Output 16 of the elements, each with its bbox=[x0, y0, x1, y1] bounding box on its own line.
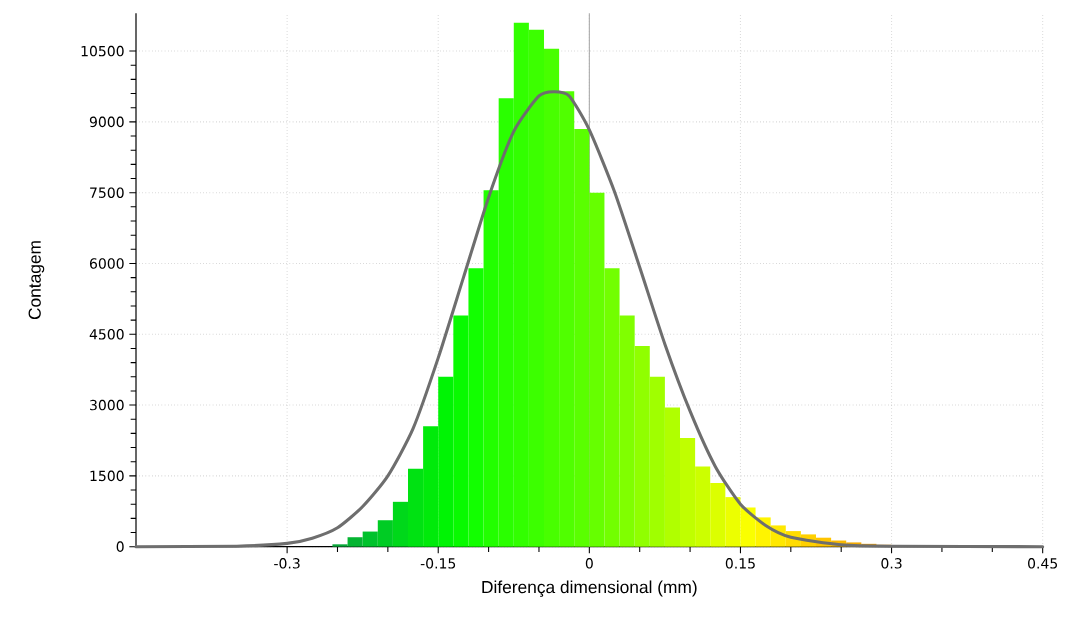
y-axis-title: Contagem bbox=[28, 241, 45, 320]
y-tick-label: 3000 bbox=[90, 399, 124, 411]
x-tick-label: 0.3 bbox=[881, 558, 902, 569]
y-tick-label: 6000 bbox=[89, 258, 124, 269]
y-tick-label: 4500 bbox=[89, 328, 124, 340]
x-tick-label: 0.45 bbox=[1028, 558, 1058, 569]
x-tick-label: -0.3 bbox=[274, 558, 300, 569]
y-tick-label: 7500 bbox=[90, 187, 124, 198]
y-tick-label: 1500 bbox=[90, 470, 124, 482]
x-tick-label: 0.15 bbox=[725, 558, 755, 569]
y-tick-label: 9000 bbox=[89, 116, 124, 128]
x-tick-label: -0.15 bbox=[420, 558, 456, 569]
y-tick-label: 10500 bbox=[81, 45, 124, 57]
y-tick-label: 0 bbox=[116, 541, 124, 552]
x-tick-label: 0 bbox=[585, 558, 593, 569]
x-axis-title: Diferença dimensional (mm) bbox=[482, 580, 697, 597]
